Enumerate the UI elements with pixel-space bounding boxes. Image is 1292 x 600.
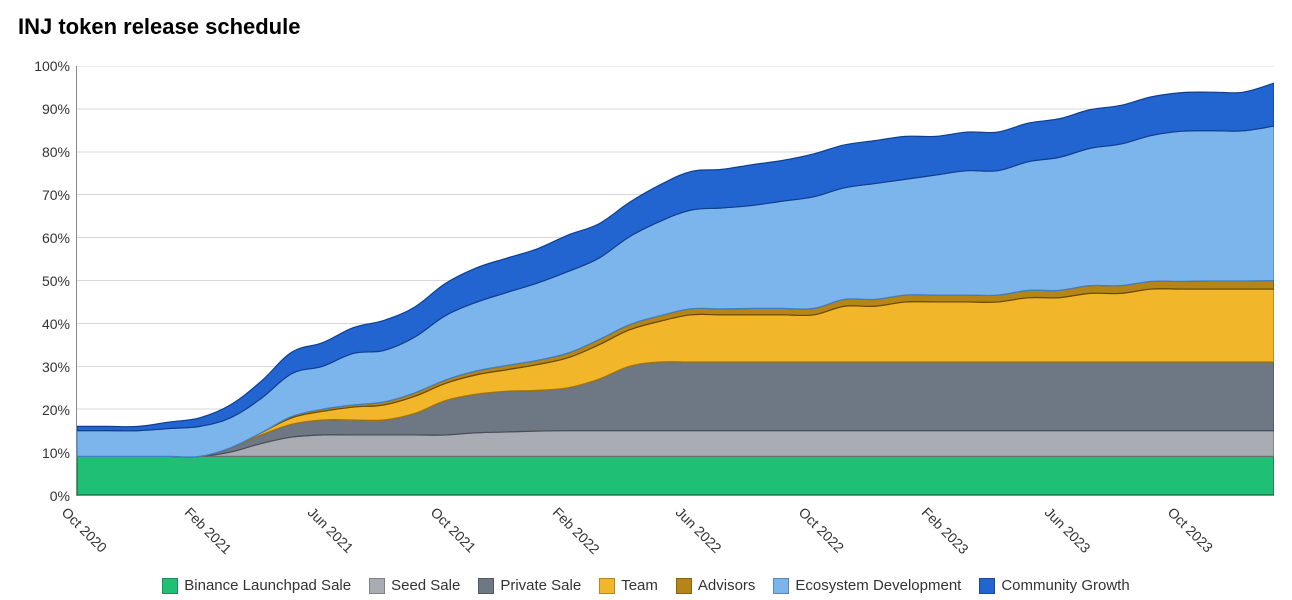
legend-label: Community Growth: [1001, 577, 1129, 594]
y-tick-label: 0%: [20, 488, 70, 504]
x-tick-label: Oct 2021: [427, 504, 478, 555]
plot-area: [76, 66, 1274, 496]
legend-swatch: [599, 578, 615, 594]
legend-item[interactable]: Community Growth: [979, 577, 1129, 594]
chart-container: INJ token release schedule 0% 10% 20% 30% 40…: [0, 0, 1292, 600]
x-axis: Oct 2020Feb 2021Jun 2021Oct 2021Feb 2022…: [76, 500, 1274, 560]
legend-label: Seed Sale: [391, 577, 460, 594]
legend-swatch: [773, 578, 789, 594]
legend-label: Private Sale: [500, 577, 581, 594]
legend-label: Ecosystem Development: [795, 577, 961, 594]
y-tick-label: 50%: [20, 273, 70, 289]
y-tick-label: 80%: [20, 144, 70, 160]
legend: Binance Launchpad Sale Seed Sale Private S…: [0, 577, 1292, 594]
x-tick-label: Jun 2021: [304, 504, 356, 556]
chart-svg: [77, 66, 1274, 495]
y-tick-label: 40%: [20, 316, 70, 332]
y-tick-label: 20%: [20, 402, 70, 418]
x-tick-label: Feb 2022: [550, 504, 603, 557]
x-tick-label: Oct 2023: [1165, 504, 1216, 555]
legend-item[interactable]: Ecosystem Development: [773, 577, 961, 594]
legend-item[interactable]: Private Sale: [478, 577, 581, 594]
legend-item[interactable]: Team: [599, 577, 658, 594]
x-tick-label: Jun 2022: [673, 504, 725, 556]
x-tick-label: Oct 2022: [796, 504, 847, 555]
y-tick-label: 30%: [20, 359, 70, 375]
legend-swatch: [478, 578, 494, 594]
y-tick-label: 90%: [20, 101, 70, 117]
legend-item[interactable]: Binance Launchpad Sale: [162, 577, 351, 594]
legend-label: Binance Launchpad Sale: [184, 577, 351, 594]
series-area: [77, 456, 1274, 495]
x-tick-label: Feb 2023: [919, 504, 972, 557]
y-tick-label: 10%: [20, 445, 70, 461]
chart-title: INJ token release schedule: [18, 14, 300, 40]
x-tick-label: Feb 2021: [182, 504, 235, 557]
legend-swatch: [369, 578, 385, 594]
plot-outer: 0%10%20%30%40%50%60%70%80%90%100%: [18, 66, 1274, 496]
legend-label: Advisors: [698, 577, 756, 594]
y-tick-label: 100%: [20, 58, 70, 74]
y-tick-label: 70%: [20, 187, 70, 203]
legend-item[interactable]: Seed Sale: [369, 577, 460, 594]
legend-swatch: [979, 578, 995, 594]
y-tick-label: 60%: [20, 230, 70, 246]
legend-swatch: [676, 578, 692, 594]
legend-label: Team: [621, 577, 658, 594]
x-tick-label: Jun 2023: [1042, 504, 1094, 556]
legend-item[interactable]: Advisors: [676, 577, 756, 594]
x-tick-label: Oct 2020: [59, 504, 110, 555]
y-axis: 0%10%20%30%40%50%60%70%80%90%100%: [18, 66, 76, 496]
legend-swatch: [162, 578, 178, 594]
